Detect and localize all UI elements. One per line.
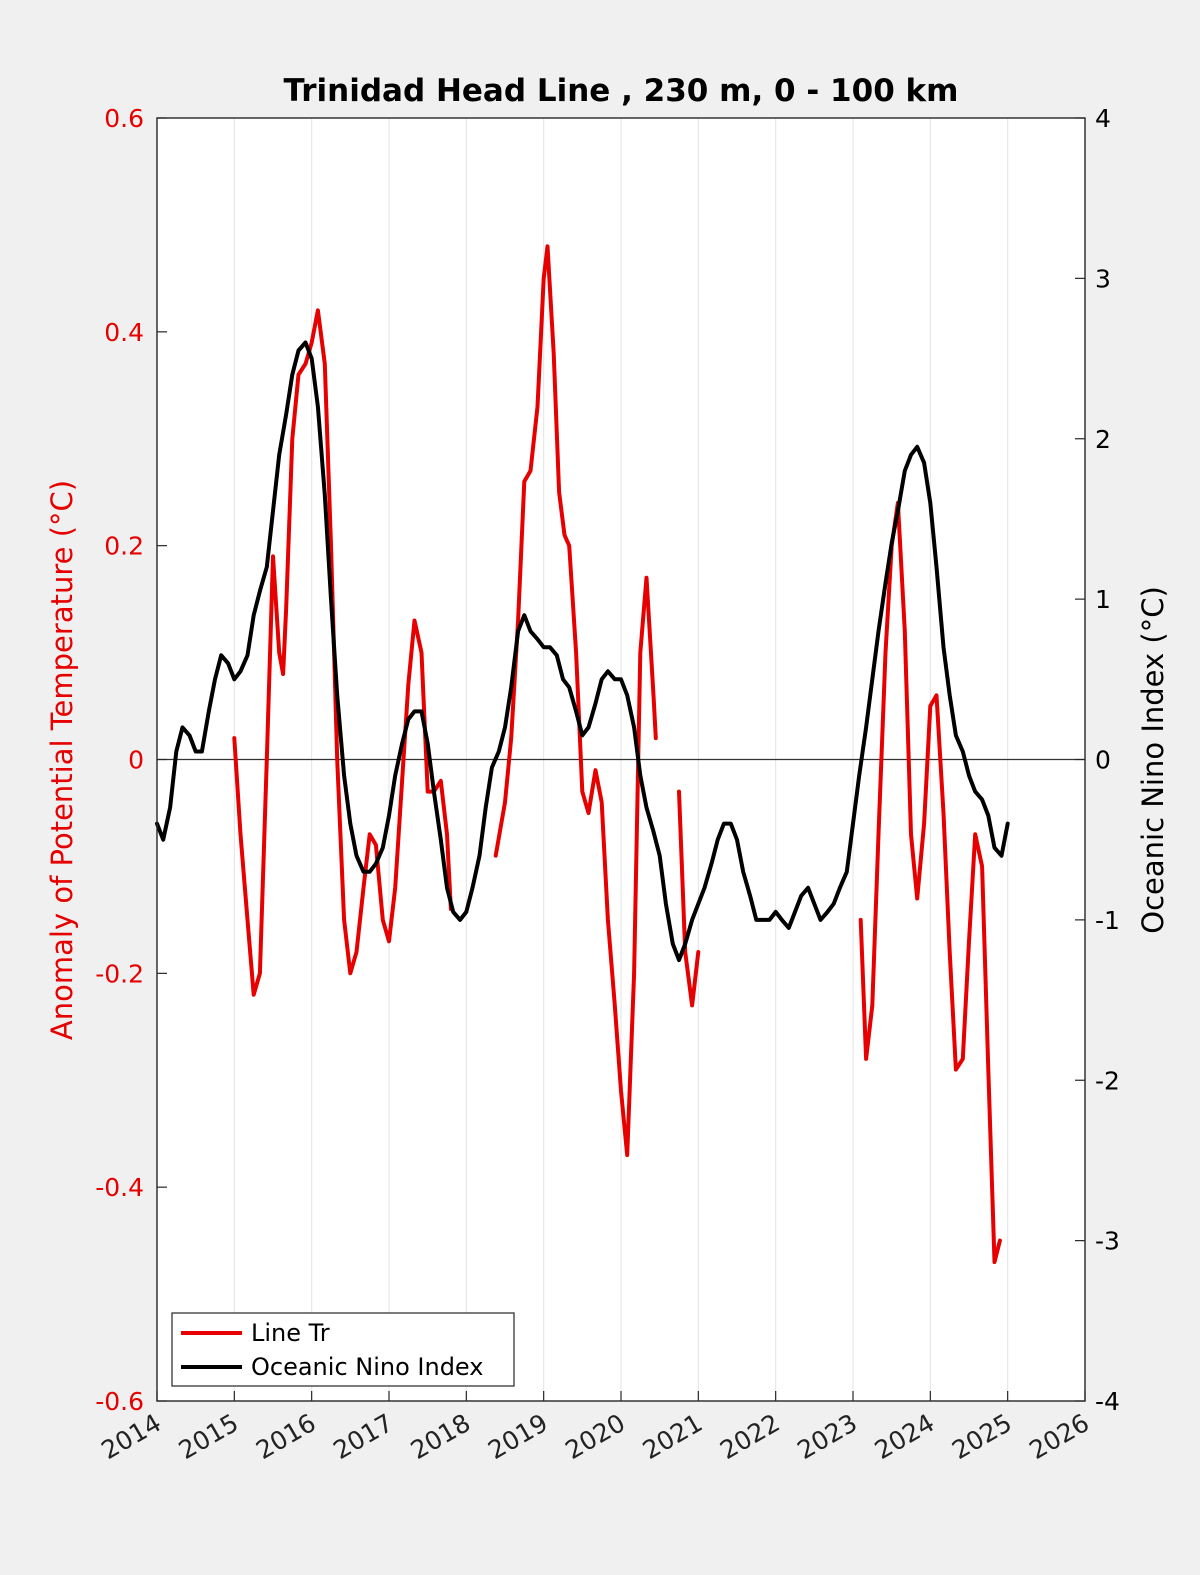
- series-line-oceanic-nino-index-0: [155, 340, 1010, 962]
- right-tick-label-3: 3: [1095, 264, 1111, 293]
- x-axis: 2014 2015 2016 2017 2018 2019 2020 2021 2022 2023…: [96, 1391, 1094, 1465]
- right-tick-label-0: 0: [1095, 746, 1111, 775]
- x-tick-label-2016: 2016: [251, 1408, 321, 1465]
- left-tick-label--0.6: -0.6: [95, 1387, 144, 1416]
- right-axis-label: Oceanic Nino Index (°C): [1136, 586, 1170, 934]
- x-tick-label-2021: 2021: [638, 1408, 708, 1465]
- series-layer: [155, 244, 1010, 1264]
- right-tick-label-1: 1: [1095, 585, 1111, 614]
- left-tick-label--0.2: -0.2: [95, 959, 144, 988]
- x-tick-label-2018: 2018: [406, 1408, 476, 1465]
- x-tick-label-2014: 2014: [96, 1408, 166, 1465]
- left-tick-label-0.6: 0.6: [104, 104, 144, 133]
- right-axis: -4 -3 -2 -1 0 1 2 3 4: [1075, 104, 1120, 1416]
- right-tick-label-4: 4: [1095, 104, 1111, 133]
- legend-label-oni: Oceanic Nino Index: [251, 1353, 483, 1381]
- left-axis: -0.6 -0.4 -0.2 0 0.2 0.4 0.6: [95, 104, 167, 1416]
- left-tick-label--0.4: -0.4: [95, 1173, 144, 1202]
- x-tick-label-2022: 2022: [715, 1408, 785, 1465]
- x-tick-label-2026: 2026: [1024, 1408, 1094, 1465]
- right-tick-label--2: -2: [1095, 1066, 1120, 1095]
- series-line-line-tr-1: [493, 244, 658, 1158]
- x-tick-label-2023: 2023: [792, 1408, 862, 1465]
- right-tick-label--1: -1: [1095, 906, 1120, 935]
- left-axis-label: Anomaly of Potential Temperature (°C): [45, 480, 79, 1040]
- x-tick-label-2024: 2024: [870, 1408, 940, 1465]
- right-tick-label--4: -4: [1095, 1387, 1120, 1416]
- x-tick-label-2019: 2019: [483, 1408, 553, 1465]
- x-tick-label-2017: 2017: [328, 1408, 398, 1465]
- series-line-line-tr-2: [677, 789, 701, 1008]
- legend-label-line-tr: Line Tr: [251, 1319, 330, 1347]
- x-tick-label-2025: 2025: [947, 1408, 1017, 1465]
- left-tick-label-0.2: 0.2: [104, 532, 144, 561]
- left-tick-label-0.4: 0.4: [104, 318, 144, 347]
- left-tick-label-0: 0: [128, 746, 144, 775]
- legend-box: [171, 1312, 515, 1387]
- legend: Line Tr Oceanic Nino Index: [171, 1312, 515, 1387]
- chart-title: Trinidad Head Line , 230 m, 0 - 100 km: [284, 73, 959, 109]
- x-tick-label-2015: 2015: [174, 1408, 244, 1465]
- x-tick-label-2020: 2020: [560, 1408, 630, 1465]
- series-line-line-tr-0: [232, 308, 453, 997]
- right-tick-label-2: 2: [1095, 425, 1111, 454]
- series-line-line-tr-3: [858, 500, 1002, 1264]
- right-tick-label--3: -3: [1095, 1227, 1120, 1256]
